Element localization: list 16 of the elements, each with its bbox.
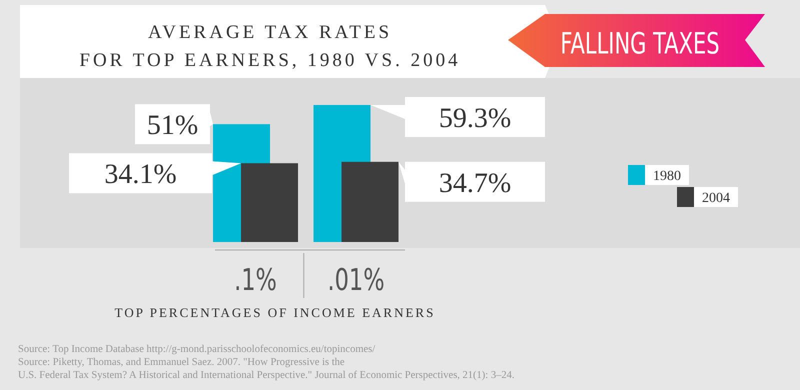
x-axis-title: TOP PERCENTAGES OF INCOME EARNERS: [114, 305, 436, 320]
source-note: Source: Top Income Database http://g-mond.parisschoolofeconomics.eu/topincomes/: [18, 344, 376, 355]
text: U.S. Federal Tax System? A Historical and International Perspective." Journal of Economic Perspectives, 21(1): 3–24.: [18, 370, 514, 381]
legend-label: 1980: [653, 169, 681, 184]
bar: [342, 162, 399, 242]
text: FALLING TAXES: [560, 27, 720, 62]
data-label: 34.1%: [104, 159, 177, 190]
bar: [241, 163, 298, 242]
data-label: 51%: [146, 110, 198, 142]
x-tick-label: .01%: [327, 262, 385, 298]
chart-title: AVERAGE TAX RATES FOR TOP EARNERS, 1980 VS. 2004: [79, 22, 461, 71]
source-note: Source: Piketty, Thomas, and Emmanuel Saez. 2007. "How Progressive is the: [18, 357, 345, 368]
data-label: 59.3%: [438, 103, 512, 134]
legend-label: 2004: [702, 191, 730, 206]
x-tick-label: .1%: [234, 262, 277, 298]
data-label: 34.7%: [438, 168, 512, 199]
